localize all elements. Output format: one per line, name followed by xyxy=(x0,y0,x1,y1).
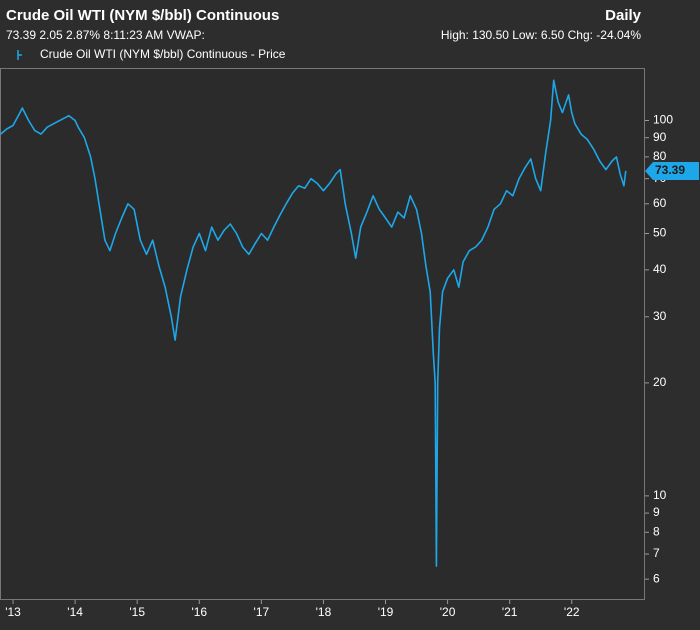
y-tick-label: 50 xyxy=(653,226,667,240)
frequency: Daily xyxy=(605,7,642,24)
x-tick-label: '16 xyxy=(191,605,207,619)
range-line: High: 130.50 Low: 6.50 Chg: -24.04% xyxy=(441,28,641,42)
y-tick-label: 90 xyxy=(653,130,667,144)
x-tick-label: '22 xyxy=(564,605,580,619)
y-tick-label: 80 xyxy=(653,149,667,163)
y-tick-label: 7 xyxy=(653,546,660,560)
quote-line: 73.39 2.05 2.87% 8:11:23 AM VWAP: xyxy=(6,28,205,42)
x-tick-label: '18 xyxy=(316,605,332,619)
x-tick-label: '13 xyxy=(5,605,21,619)
y-tick-label: 30 xyxy=(653,309,667,323)
legend-label: Crude Oil WTI (NYM $/bbl) Continuous - P… xyxy=(40,47,286,61)
last-price-label: 73.39 xyxy=(655,163,685,177)
last-price-badge xyxy=(645,161,699,180)
chart-title: Crude Oil WTI (NYM $/bbl) Continuous xyxy=(6,7,279,24)
y-tick-label: 40 xyxy=(653,262,667,276)
y-tick-label: 8 xyxy=(653,524,660,538)
y-tick-label: 60 xyxy=(653,196,667,210)
x-tick-label: '17 xyxy=(254,605,270,619)
plot-area xyxy=(0,68,645,600)
y-tick-label: 100 xyxy=(653,113,673,127)
x-tick-label: '20 xyxy=(440,605,456,619)
y-tick-label: 10 xyxy=(653,488,667,502)
x-tick-label: '19 xyxy=(378,605,394,619)
y-tick-label: 6 xyxy=(653,571,660,585)
x-tick-label: '21 xyxy=(502,605,518,619)
y-tick-label: 9 xyxy=(653,505,660,519)
x-tick-label: '14 xyxy=(67,605,83,619)
price-line xyxy=(0,79,627,567)
x-tick-label: '15 xyxy=(129,605,145,619)
y-tick-label: 20 xyxy=(653,375,667,389)
